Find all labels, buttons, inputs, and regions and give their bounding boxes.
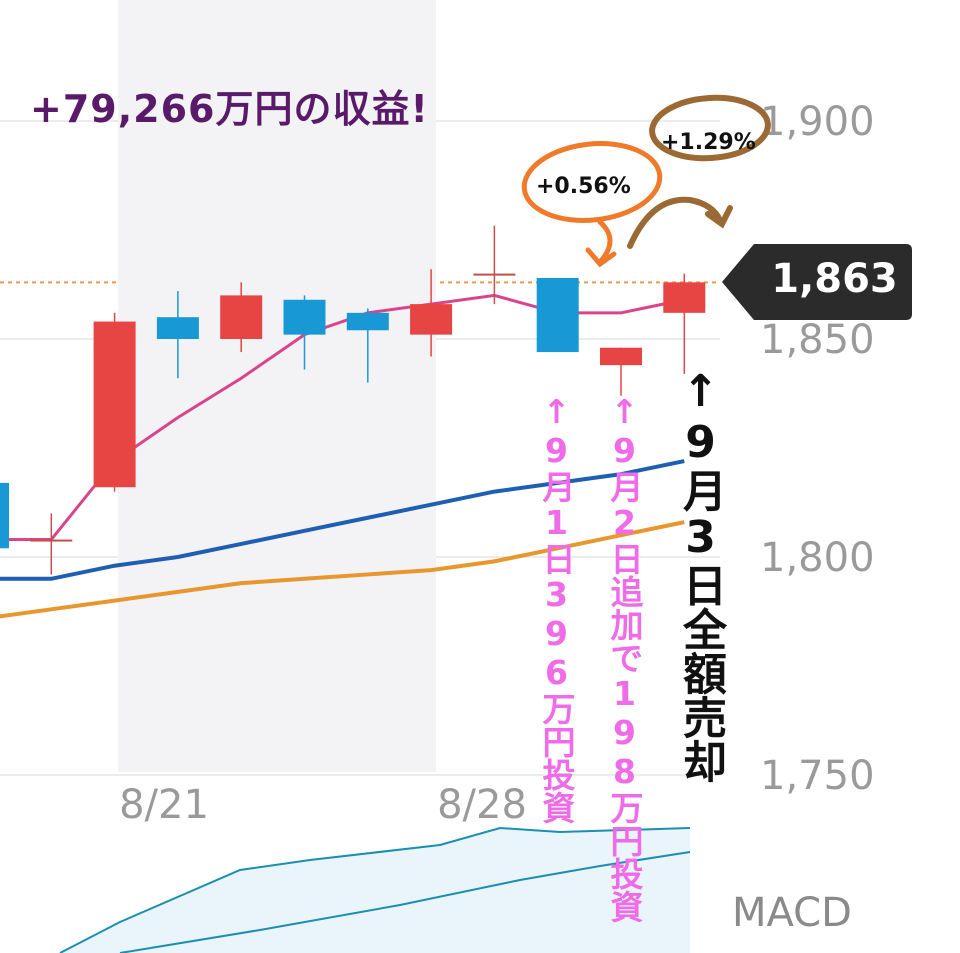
macd-label: MACD	[732, 890, 852, 936]
y-tick-label: 1,850	[760, 317, 875, 363]
candle-body	[30, 539, 73, 542]
x-tick-label: 8/21	[119, 782, 209, 828]
week-band	[118, 0, 436, 772]
candle-body	[410, 304, 453, 335]
candle-body	[220, 295, 263, 339]
brown-circle	[649, 94, 771, 162]
note-sep2-invest: ↑9月2日追加で198万円投資	[605, 392, 644, 923]
profit-title: +79,266万円の収益!	[30, 87, 429, 131]
y-tick-label: 1,900	[760, 99, 875, 145]
candle-body	[156, 317, 199, 339]
axis-labels: 1,900 1,850 1,800 1,750 8/21 8/28	[119, 99, 874, 828]
percent-gain-1: +0.56%	[536, 174, 631, 199]
hand-drawn-annotations	[521, 94, 771, 268]
current-price-value: 1,863	[771, 256, 898, 302]
orange-circle	[521, 141, 663, 223]
x-tick-label: 8/28	[437, 782, 527, 828]
y-tick-label: 1,750	[760, 753, 875, 799]
candle-body	[346, 312, 389, 331]
candle-body	[663, 282, 706, 313]
macd-edge	[690, 800, 692, 953]
macd-area	[60, 828, 690, 953]
brown-arrow	[627, 196, 733, 249]
percent-gain-2: +1.29%	[661, 130, 756, 155]
candle-body	[600, 347, 642, 366]
candle-body	[473, 273, 516, 276]
candle-body	[93, 321, 136, 488]
candle-body	[283, 299, 326, 335]
price-tag-shape	[722, 244, 912, 320]
ma-long-line	[0, 520, 685, 619]
candle-body	[536, 277, 579, 353]
macd-line	[59, 826, 691, 953]
candle-body	[0, 482, 9, 549]
note-sep1-invest: ↑9月1日396万円投資	[537, 392, 576, 824]
macd-signal-line	[119, 851, 691, 953]
candles	[0, 225, 706, 575]
ma-mid-line	[0, 459, 685, 581]
highlight-band	[118, 0, 436, 772]
y-tick-label: 1,800	[760, 535, 875, 581]
macd-panel	[59, 800, 692, 953]
orange-arrow	[585, 219, 617, 268]
note-sep3-sell: ↑9月3日全額売却	[675, 366, 726, 783]
current-price-tag: 1,863	[722, 244, 912, 320]
